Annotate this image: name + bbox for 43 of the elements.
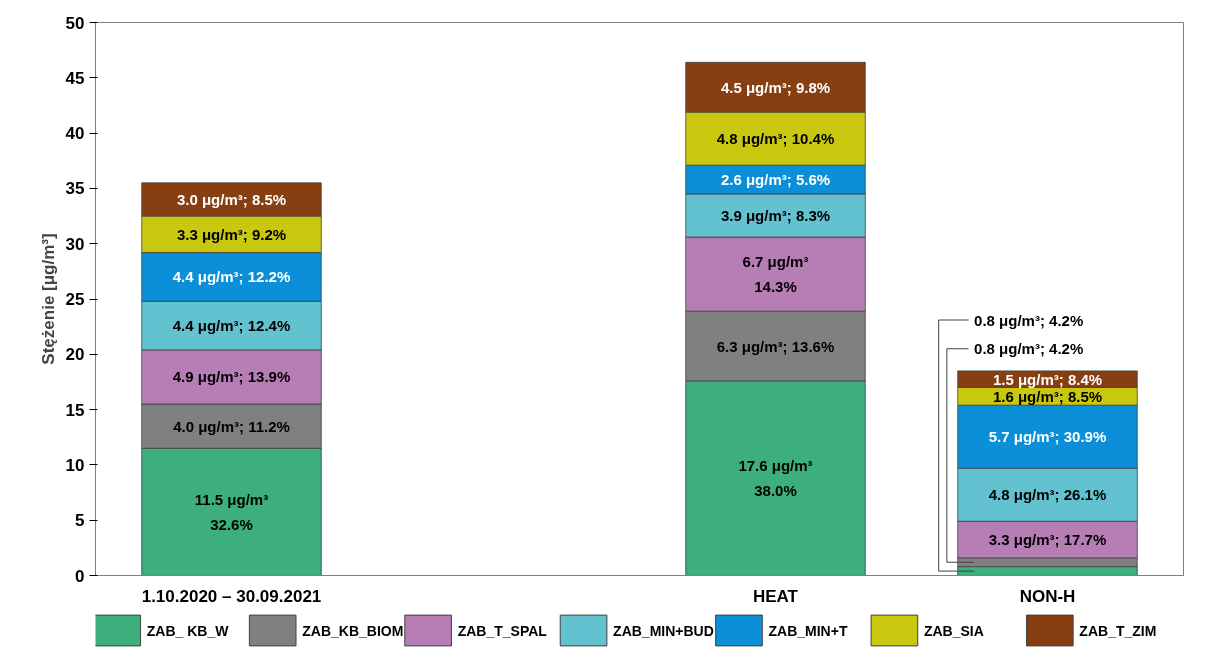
legend-label: ZAB_T_SPAL bbox=[457, 622, 548, 639]
y-tick-label: 15 bbox=[65, 400, 85, 420]
data-label: 2.6 μg/m³; 5.6% bbox=[720, 171, 831, 189]
y-tick-label: 25 bbox=[65, 290, 85, 309]
legend-label: ZAB_T_ZIM bbox=[1079, 622, 1157, 639]
legend-label: ZAB_ KB_W bbox=[146, 622, 230, 639]
x-tick-label: 1.10.2020 – 30.09.2021 bbox=[141, 586, 322, 606]
data-label: 4.5 μg/m³; 9.8% bbox=[720, 78, 831, 96]
x-tick-label: HEAT bbox=[752, 586, 799, 606]
y-axis-title: Stężenie [μg/m³] bbox=[38, 233, 58, 365]
data-label: 4.9 μg/m³; 13.9% bbox=[172, 368, 291, 386]
y-tick-label: 50 bbox=[65, 13, 85, 33]
data-label: 1.6 μg/m³; 8.5% bbox=[992, 387, 1103, 405]
data-label: 3.3 μg/m³; 17.7% bbox=[988, 531, 1107, 549]
y-tick-label: 5 bbox=[75, 511, 85, 531]
legend-label: ZAB_MIN+T bbox=[768, 622, 848, 639]
data-label: 4.4 μg/m³; 12.4% bbox=[172, 317, 291, 335]
legend-label: ZAB_SIA bbox=[923, 622, 984, 639]
data-label: 5.7 μg/m³; 30.9% bbox=[988, 428, 1107, 446]
y-tick-label: 40 bbox=[65, 124, 85, 144]
data-label: 4.8 μg/m³; 26.1% bbox=[988, 486, 1107, 504]
data-label: 6.3 μg/m³; 13.6% bbox=[716, 337, 835, 355]
x-tick-label: NON-H bbox=[1019, 586, 1076, 606]
data-label: 3.0 μg/m³; 8.5% bbox=[176, 190, 287, 208]
data-label: 17.6 μg/m³ 38.0% bbox=[738, 456, 813, 500]
data-label: 0.8 μg/m³; 4.2% bbox=[974, 311, 1084, 329]
y-tick-label: 35 bbox=[65, 179, 85, 199]
y-tick-label: 10 bbox=[65, 455, 85, 475]
legend-label: ZAB_MIN+BUD bbox=[613, 622, 714, 639]
y-tick-label: 30 bbox=[65, 234, 85, 254]
y-tick-label: 45 bbox=[65, 68, 85, 88]
legend-label: ZAB_KB_BIOM bbox=[302, 622, 404, 639]
data-label: 4.4 μg/m³; 12.2% bbox=[172, 268, 291, 286]
data-label: 6.7 μg/m³ 14.3% bbox=[742, 252, 809, 296]
y-tick-label: 0 bbox=[75, 566, 85, 586]
y-tick-label: 20 bbox=[65, 345, 85, 365]
data-label: 4.8 μg/m³; 10.4% bbox=[716, 130, 835, 148]
data-label: 3.9 μg/m³; 8.3% bbox=[720, 207, 831, 224]
data-label: 3.3 μg/m³; 9.2% bbox=[176, 225, 287, 243]
data-label: 11.5 μg/m³ 32.6% bbox=[194, 490, 269, 534]
data-label: 1.5 μg/m³; 8.4% bbox=[992, 370, 1103, 388]
data-label: 0.8 μg/m³; 4.2% bbox=[974, 340, 1084, 358]
data-label: 4.0 μg/m³; 11.2% bbox=[173, 417, 290, 435]
